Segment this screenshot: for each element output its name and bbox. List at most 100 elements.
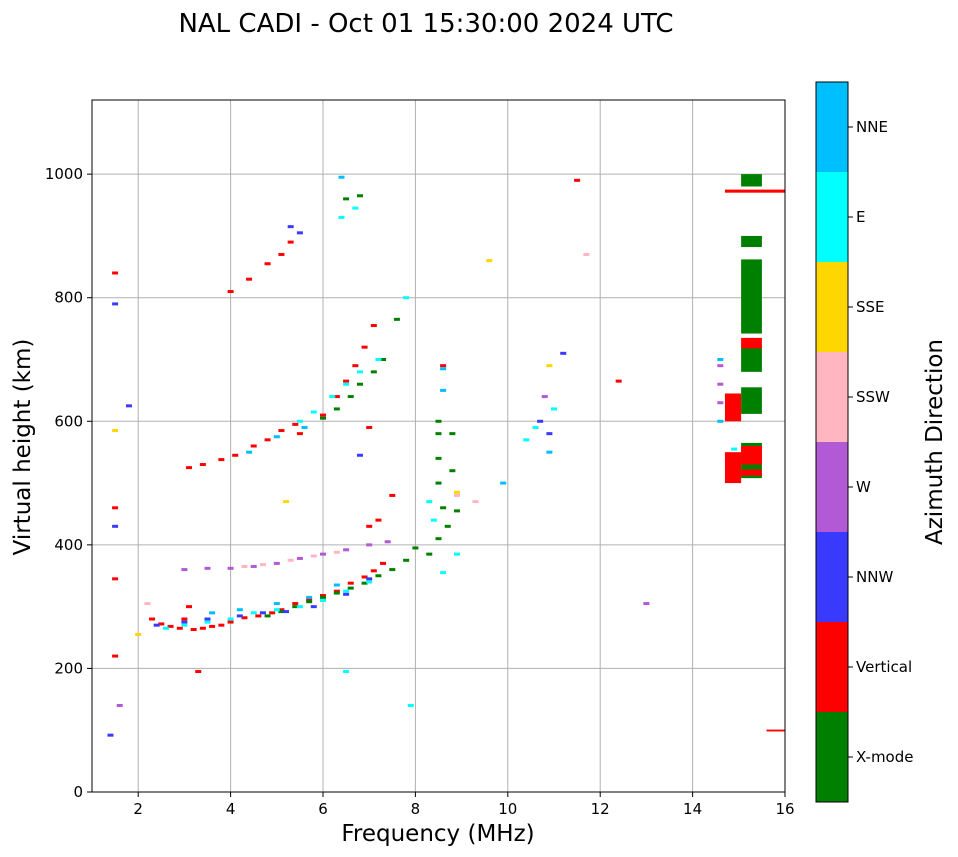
x-tick-label: 2 bbox=[133, 800, 143, 818]
data-point-vertical bbox=[306, 597, 313, 601]
azimuth-colorbar: X-mode Vertical NNW W SSW SSE E NNE bbox=[815, 81, 913, 803]
data-point-nnw bbox=[366, 577, 373, 581]
data-point-vertical bbox=[292, 422, 299, 426]
data-point-e bbox=[440, 571, 447, 575]
data-point-vertical bbox=[380, 561, 387, 565]
data-point-vertical bbox=[112, 271, 119, 275]
data-point-vertical bbox=[278, 252, 285, 256]
y-axis-label: Virtual height (km) bbox=[10, 339, 36, 556]
data-point-ssw bbox=[583, 252, 590, 256]
data-point-nne bbox=[246, 450, 253, 454]
colorbar-swatch bbox=[816, 622, 848, 712]
data-point-nnw bbox=[112, 302, 119, 306]
data-point-x-mode bbox=[347, 586, 354, 590]
data-point-w bbox=[181, 568, 188, 572]
colorbar-swatch bbox=[816, 262, 848, 352]
data-block-x-mode bbox=[741, 387, 762, 414]
data-point-vertical bbox=[366, 425, 373, 429]
colorbar-label: Azimuth Direction bbox=[922, 339, 948, 545]
data-point-w bbox=[227, 566, 234, 570]
data-point-x-mode bbox=[435, 456, 442, 460]
data-point-w bbox=[717, 401, 724, 405]
data-point-vertical bbox=[278, 608, 285, 612]
data-point-sse bbox=[486, 259, 493, 263]
data-point-ssw bbox=[472, 500, 479, 504]
x-tick-label: 14 bbox=[683, 800, 702, 818]
data-point-x-mode bbox=[356, 382, 363, 386]
data-point-vertical bbox=[320, 413, 326, 417]
data-point-e bbox=[343, 670, 350, 674]
colorbar-swatch bbox=[816, 172, 848, 262]
data-point-nne bbox=[717, 358, 724, 361]
data-block-vertical bbox=[766, 729, 785, 732]
data-point-x-mode bbox=[435, 537, 442, 541]
data-point-vertical bbox=[264, 262, 271, 266]
x-tick-label: 12 bbox=[591, 800, 610, 818]
data-point-x-mode bbox=[453, 509, 460, 513]
data-point-vertical bbox=[209, 624, 216, 628]
data-point-x-mode bbox=[375, 574, 382, 578]
data-point-vertical bbox=[278, 429, 285, 433]
data-point-e bbox=[329, 395, 336, 399]
data-point-x-mode bbox=[361, 581, 368, 585]
data-point-vertical bbox=[250, 444, 257, 448]
data-point-e bbox=[343, 382, 350, 386]
data-point-nnw bbox=[107, 733, 114, 737]
data-point-x-mode bbox=[333, 591, 340, 595]
data-point-x-mode bbox=[278, 610, 285, 614]
data-point-e bbox=[430, 518, 437, 522]
colorbar-swatch bbox=[816, 82, 848, 172]
data-point-x-mode bbox=[435, 419, 442, 423]
data-point-e bbox=[407, 704, 414, 707]
data-point-w bbox=[343, 548, 350, 552]
data-point-x-mode bbox=[393, 317, 400, 321]
data-point-vertical bbox=[227, 620, 234, 624]
data-point-nne bbox=[500, 481, 507, 485]
data-point-e bbox=[731, 447, 738, 451]
y-tick-label: 800 bbox=[54, 289, 83, 307]
data-point-vertical bbox=[167, 624, 174, 628]
data-point-ssw bbox=[453, 493, 460, 497]
data-point-w bbox=[116, 704, 123, 707]
data-point-ssw bbox=[287, 558, 294, 562]
data-point-x-mode bbox=[435, 432, 442, 436]
data-point-x-mode bbox=[292, 605, 299, 609]
data-point-vertical bbox=[343, 379, 350, 383]
data-point-nne bbox=[209, 611, 216, 615]
data-point-vertical bbox=[333, 395, 340, 399]
data-point-e bbox=[366, 580, 373, 584]
data-point-vertical bbox=[218, 458, 225, 462]
data-block-vertical bbox=[741, 469, 762, 476]
data-point-x-mode bbox=[370, 370, 377, 374]
data-point-vertical bbox=[190, 628, 197, 632]
data-point-w bbox=[643, 602, 650, 606]
data-point-vertical bbox=[292, 602, 299, 606]
data-point-w bbox=[273, 561, 280, 565]
data-point-vertical bbox=[186, 466, 193, 470]
data-point-e bbox=[403, 296, 410, 300]
y-tick-label: 0 bbox=[73, 783, 83, 801]
colorbar-frame bbox=[815, 81, 849, 803]
data-point-vertical bbox=[361, 345, 368, 349]
x-tick-label: 6 bbox=[318, 800, 328, 818]
data-point-sse bbox=[546, 364, 553, 368]
data-point-e bbox=[227, 617, 234, 621]
x-tick-label: 10 bbox=[498, 800, 517, 818]
data-point-x-mode bbox=[320, 416, 326, 420]
data-point-nnw bbox=[259, 611, 266, 615]
data-point-w bbox=[717, 364, 724, 368]
colorbar-label-e: E bbox=[856, 208, 865, 226]
data-block-vertical bbox=[724, 452, 742, 484]
data-point-vertical bbox=[333, 589, 340, 593]
data-point-nnw bbox=[537, 419, 544, 423]
y-tick-label: 200 bbox=[54, 659, 83, 677]
data-point-x-mode bbox=[343, 197, 350, 201]
data-point-nne bbox=[333, 583, 340, 587]
data-block-vertical bbox=[741, 337, 762, 349]
data-point-e bbox=[204, 620, 211, 624]
data-point-nnw bbox=[204, 617, 211, 621]
data-point-e bbox=[453, 552, 460, 556]
data-point-sse bbox=[135, 632, 142, 636]
data-point-x-mode bbox=[389, 568, 396, 572]
